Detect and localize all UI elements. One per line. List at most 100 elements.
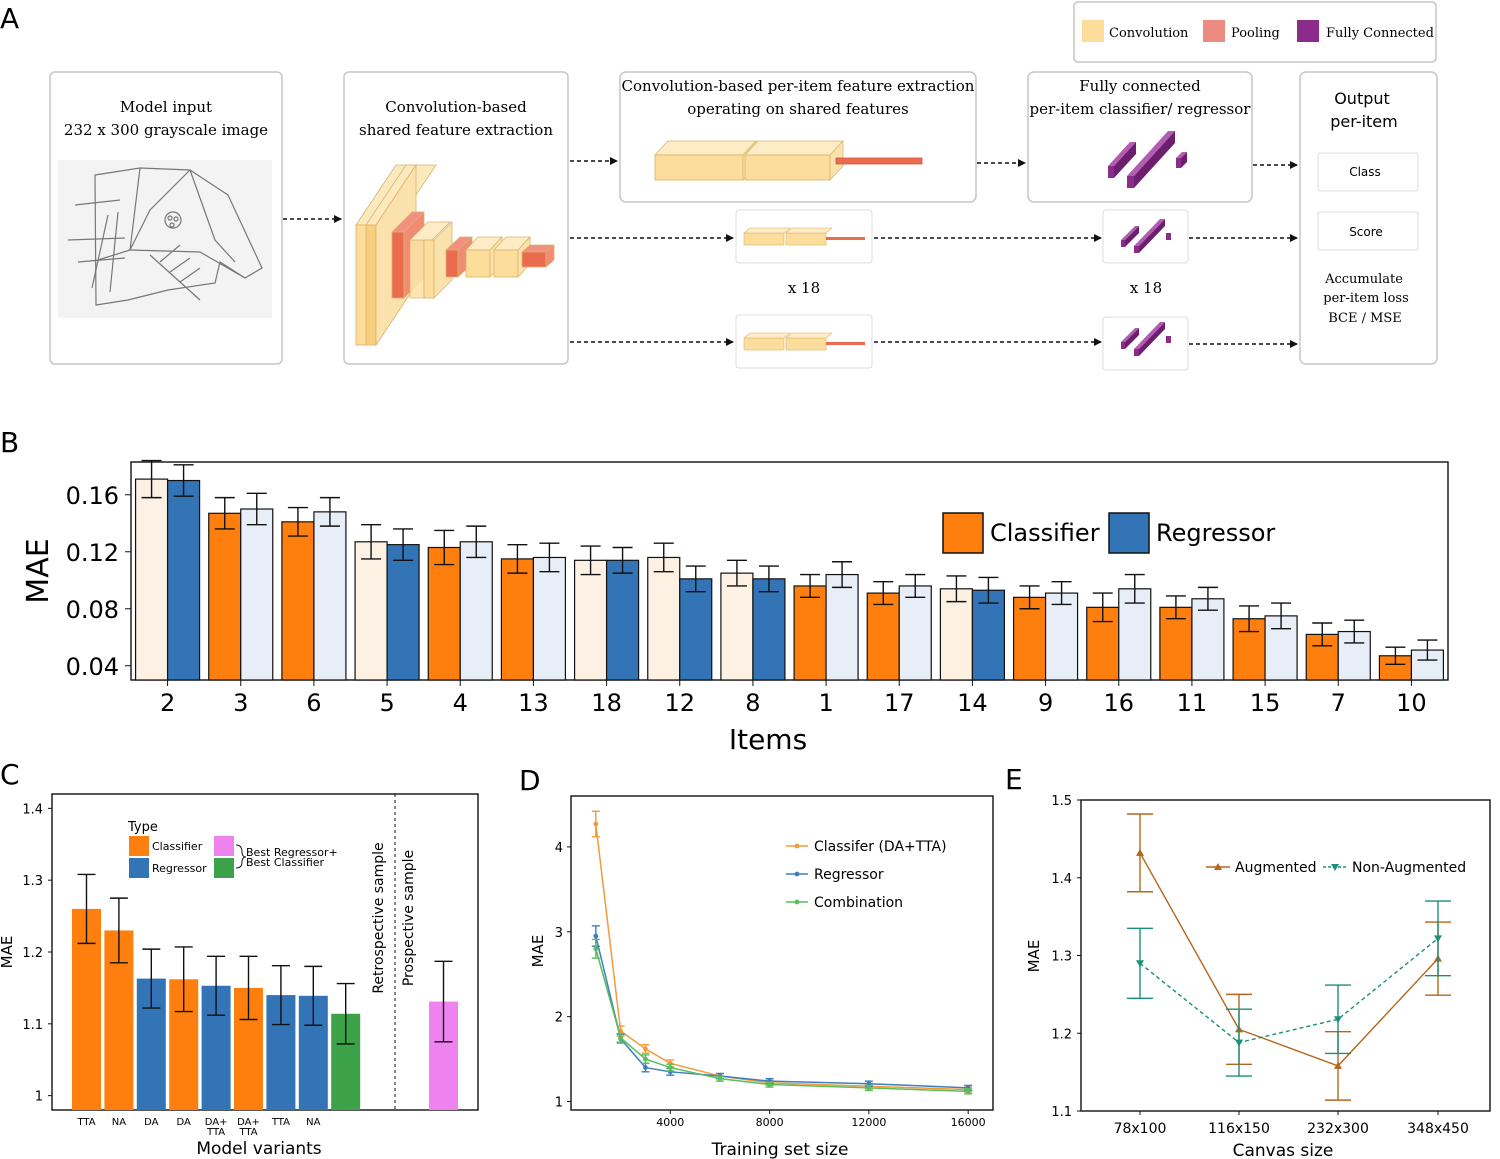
b-bar-classifier	[793, 585, 827, 681]
c-retrospective-label: Retrospective sample	[371, 842, 387, 993]
d-legend-marker-classifier	[794, 843, 800, 849]
b-y-tick-label: 0.16	[66, 482, 119, 510]
b-x-tick-label: 2	[160, 689, 175, 717]
panel-label-b: B	[0, 426, 19, 459]
shared-title-1: Convolution-based	[385, 98, 527, 116]
e-point-augmented	[1136, 848, 1144, 856]
shared-title-2: shared feature extraction	[359, 121, 553, 139]
peritem-layer-stack-mini-1	[743, 227, 865, 246]
b-bar-classifier	[354, 541, 388, 681]
accumulate-line-3: BCE / MSE	[1328, 311, 1402, 326]
drawing-image	[58, 160, 272, 318]
c-prospective-label: Prospective sample	[401, 850, 417, 986]
accumulate-line-2: per-item loss	[1323, 291, 1408, 306]
e-x-tick-label: 232x300	[1307, 1121, 1369, 1137]
d-plot-frame	[570, 795, 994, 1111]
b-bar-regressor	[1044, 592, 1079, 681]
d-legend-regressor: Regressor	[814, 867, 884, 883]
e-y-tick-label: 1.5	[1051, 794, 1072, 809]
d-x-tick-label: 8000	[756, 1116, 784, 1129]
e-x-tick-label: 78x100	[1114, 1121, 1167, 1137]
output-score-label: Score	[1349, 225, 1383, 239]
output-title-1: Output	[1334, 89, 1390, 108]
c-legend-classifier: Classifier	[152, 840, 203, 853]
e-x-axis: 78x100 116x150 232x300 348x450	[1114, 1111, 1469, 1137]
d-x-tick-label: 12000	[851, 1116, 886, 1129]
b-bar-regressor	[532, 556, 567, 681]
panel-c-model-variants-chart: C 11.11.21.31.4 TTA NA DA DA DA+TTADA+TTATTA…	[0, 758, 479, 1159]
e-legend-non-augmented: Non-Augmented	[1352, 860, 1466, 876]
c-x-tick-label: NA	[112, 1117, 126, 1128]
b-bar-regressor	[825, 573, 859, 681]
b-x-tick-label: 9	[1038, 689, 1053, 717]
d-point-classifier	[593, 821, 599, 827]
b-bar-classifier	[1232, 618, 1266, 681]
c-x-tick-label: TTA	[238, 1127, 257, 1138]
repeat-label-right: x 18	[1130, 279, 1162, 297]
c-legend-regressor: Regressor	[152, 862, 207, 875]
architecture-legend: Convolution Pooling Fully Connected	[1073, 1, 1437, 63]
e-point-augmented	[1334, 1061, 1342, 1069]
d-line-regressor	[595, 935, 969, 1089]
output-class-label: Class	[1349, 165, 1381, 179]
b-y-axis: 0.04 0.08 0.12 0.16	[66, 482, 131, 681]
d-line-combination	[595, 948, 969, 1093]
b-x-tick-label: 10	[1396, 689, 1427, 717]
c-x-label: Model variants	[196, 1139, 321, 1159]
fc-layers-mini-1	[1121, 219, 1171, 253]
e-lines	[1127, 813, 1451, 1101]
e-x-label: Canvas size	[1233, 1141, 1334, 1159]
b-x-tick-label: 15	[1250, 689, 1281, 717]
c-y-tick-label: 1.4	[22, 802, 43, 817]
peritem-title-1: Convolution-based per-item feature extra…	[622, 77, 975, 95]
e-line-non-augmented	[1139, 937, 1439, 1044]
shared-layer-stack	[355, 163, 556, 347]
legend-label-convolution: Convolution	[1109, 26, 1189, 41]
fc-box	[1027, 71, 1253, 203]
panel-a-architecture: A Convolution Pooling Fully Connected Mo…	[0, 1, 1438, 371]
accumulate-line-1: Accumulate	[1324, 272, 1403, 287]
d-point-combination	[618, 1035, 624, 1041]
d-point-combination	[593, 946, 599, 952]
legend-box	[1073, 1, 1437, 63]
b-x-tick-label: 18	[591, 689, 622, 717]
c-y-label: MAE	[0, 936, 16, 969]
b-legend-regressor: Regressor	[1156, 519, 1275, 547]
e-point-non-augmented	[1235, 1039, 1243, 1047]
c-legend-brace	[235, 844, 247, 869]
d-point-combination	[965, 1088, 971, 1094]
d-y-tick-label: 3	[555, 926, 563, 941]
e-y-axis: 1.1 1.2 1.3 1.4 1.5	[1051, 794, 1081, 1120]
d-y-tick-label: 4	[555, 841, 563, 856]
b-bar-classifier	[427, 546, 461, 681]
d-point-regressor	[593, 933, 599, 939]
b-x-tick-label: 6	[306, 689, 321, 717]
e-point-non-augmented	[1434, 935, 1442, 943]
panel-label-d: D	[519, 764, 541, 797]
c-x-tick-label: DA	[177, 1117, 192, 1128]
b-plot-frame	[130, 461, 1449, 681]
c-x-tick-label: NA	[306, 1117, 320, 1128]
c-legend: Type Classifier Regressor Best Regressor…	[127, 820, 338, 878]
d-x-tick-label: 4000	[656, 1116, 684, 1129]
d-point-regressor	[643, 1065, 648, 1070]
c-legend-swatch-best-classifier	[214, 858, 234, 878]
c-legend-title: Type	[127, 820, 158, 835]
c-legend-best-2: Best Classifier	[246, 856, 325, 869]
b-bar-regressor	[679, 578, 713, 681]
b-bar-classifier	[647, 556, 681, 681]
d-y-tick-label: 2	[555, 1011, 563, 1026]
e-y-tick-label: 1.3	[1051, 950, 1072, 965]
b-bar-classifier	[1159, 606, 1193, 681]
panel-b-item-mae-chart: B 0.040.080.120.16 2 3 6 5 4 13 18 12 8 1 17 14 9 16 1…	[0, 426, 1449, 756]
b-bar-classifier	[1012, 596, 1047, 681]
panel-label-a: A	[0, 2, 19, 35]
peritem-layer-stack-mini-2	[743, 332, 865, 351]
c-legend-best-1: Best Regressor+	[246, 846, 338, 859]
e-line-augmented	[1139, 852, 1439, 1067]
e-plot-frame	[1080, 799, 1491, 1112]
e-point-non-augmented	[1136, 960, 1144, 968]
panel-label-e: E	[1005, 763, 1023, 796]
b-x-tick-label: 1	[818, 689, 833, 717]
